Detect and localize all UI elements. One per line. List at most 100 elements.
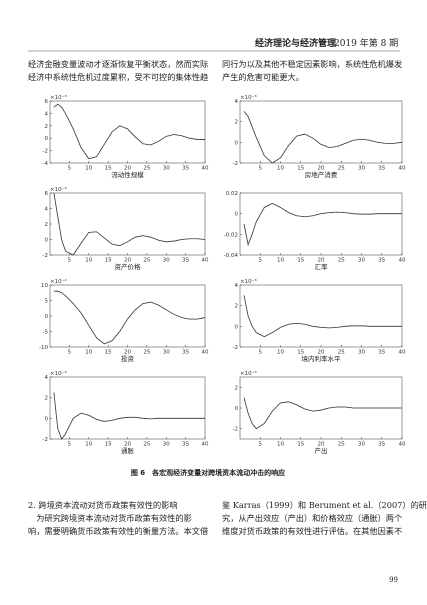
x-tick-label: 25 (338, 166, 345, 172)
x-tick-label: 35 (182, 258, 189, 264)
x-tick-label: 25 (143, 350, 150, 356)
x-tick-label: 5 (68, 350, 72, 356)
plot-frame (239, 192, 403, 256)
y-tick-label: 10 (41, 283, 48, 289)
response-line-dashed (243, 111, 403, 164)
x-tick-label: 30 (358, 442, 365, 448)
y-exponent: ×10⁻³ (50, 186, 67, 193)
y-tick-label: 2 (235, 385, 239, 391)
x-tick-label: 15 (105, 166, 112, 172)
x-tick-label: 5 (259, 258, 263, 264)
y-tick-label: 0 (235, 140, 239, 146)
text-line: 维度对货币政策的有效性进行评估。在其他因素不 (222, 526, 402, 536)
x-tick-label: 20 (124, 442, 131, 448)
response-line-dashed (53, 290, 206, 345)
response-line (243, 111, 403, 164)
page-number: 99 (389, 576, 398, 584)
x-tick-label: 40 (399, 442, 406, 448)
x-axis-label: 通胀 (121, 446, 135, 455)
x-tick-label: 35 (378, 442, 385, 448)
plot-frame (49, 284, 206, 348)
y-tick-label: -2 (233, 161, 238, 167)
x-tick-label: 30 (163, 258, 170, 264)
y-tick-label: -2 (233, 345, 238, 351)
x-tick-label: 35 (378, 350, 385, 356)
y-tick-label: 0 (235, 212, 239, 218)
x-tick-label: 15 (297, 350, 304, 356)
x-tick-label: 40 (399, 350, 406, 356)
x-tick-label: 25 (143, 442, 150, 448)
y-tick-label: -5 (43, 330, 49, 336)
x-tick-label: 40 (399, 258, 406, 264)
y-tick-label: 0 (45, 136, 49, 142)
journal-name: 经济理论与经济管理 (255, 37, 336, 49)
y-tick-label: 0 (235, 406, 239, 412)
y-tick-label: -0.02 (224, 232, 238, 238)
text-line: 同行为以及其他不稳定因素影响，系统性危机爆发 (222, 59, 402, 69)
y-tick-label: 4 (235, 99, 239, 105)
x-tick-label: 30 (358, 166, 365, 172)
y-tick-label: 0 (45, 416, 49, 422)
x-tick-label: 15 (297, 258, 304, 264)
x-tick-label: 5 (259, 442, 263, 448)
x-tick-label: 15 (105, 350, 112, 356)
x-tick-label: 35 (182, 350, 189, 356)
y-exponent: ×10⁻⁴ (50, 278, 68, 285)
plot-frame (49, 376, 206, 440)
x-tick-label: 40 (202, 350, 209, 356)
issue: 2019 年第 8 期 (334, 37, 398, 49)
x-tick-label: 20 (124, 350, 131, 356)
x-tick-label: 10 (277, 166, 284, 172)
y-tick-label: -2 (43, 253, 48, 259)
text-line: 鉴 Karras（1999）和 Berument et al.（2007）的研 (222, 500, 427, 510)
y-exponent: ×10⁻³ (240, 94, 257, 101)
response-line (53, 392, 205, 440)
x-tick-label: 25 (338, 350, 345, 356)
response-line-dashed (243, 295, 402, 337)
y-tick-label: 0.02 (226, 191, 238, 197)
y-exponent: ×10⁻³ (240, 370, 257, 377)
x-tick-label: 40 (202, 258, 209, 264)
x-tick-label: 10 (277, 442, 284, 448)
x-tick-label: 5 (259, 166, 263, 172)
x-axis-label: 汇率 (315, 262, 329, 271)
x-axis-label: 流动性规模 (111, 170, 144, 179)
x-tick-label: 10 (85, 350, 92, 356)
y-exponent: ×10⁻³ (50, 94, 67, 101)
x-tick-label: 40 (202, 166, 209, 172)
x-tick-label: 40 (399, 166, 406, 172)
x-tick-label: 25 (143, 166, 150, 172)
text-line: 2. 跨境资本流动对货币政策有效性的影响 (28, 500, 178, 510)
plot-frame (239, 284, 403, 348)
x-axis-label: 房地产消费 (305, 170, 338, 179)
y-tick-label: 6 (45, 191, 49, 197)
response-line (243, 397, 402, 430)
y-tick-label: 2 (45, 222, 49, 228)
y-tick-label: -2 (43, 437, 48, 443)
x-tick-label: 30 (358, 350, 365, 356)
x-tick-label: 20 (318, 258, 325, 264)
x-tick-label: 5 (259, 350, 263, 356)
y-tick-label: 4 (45, 207, 49, 213)
x-tick-label: 10 (85, 166, 92, 172)
x-tick-label: 35 (182, 166, 189, 172)
response-line-dashed (53, 392, 205, 440)
y-tick-label: 0 (45, 314, 49, 320)
plot-frame (49, 100, 206, 164)
text-line: 为研究跨境资本流动对货币政策有效性的影 (28, 513, 192, 523)
x-tick-label: 35 (378, 166, 385, 172)
response-line-dashed (243, 397, 402, 430)
x-tick-label: 20 (318, 166, 325, 172)
plot-frame (239, 100, 403, 164)
y-tick-label: 6 (45, 99, 49, 105)
y-tick-label: -0.04 (224, 253, 239, 259)
x-tick-label: 30 (163, 350, 170, 356)
x-tick-label: 25 (338, 258, 345, 264)
response-line (53, 192, 206, 256)
x-tick-label: 15 (297, 166, 304, 172)
x-tick-label: 20 (318, 350, 325, 356)
x-tick-label: 10 (277, 258, 284, 264)
plot-frame (49, 192, 206, 256)
x-tick-label: 5 (68, 442, 72, 448)
